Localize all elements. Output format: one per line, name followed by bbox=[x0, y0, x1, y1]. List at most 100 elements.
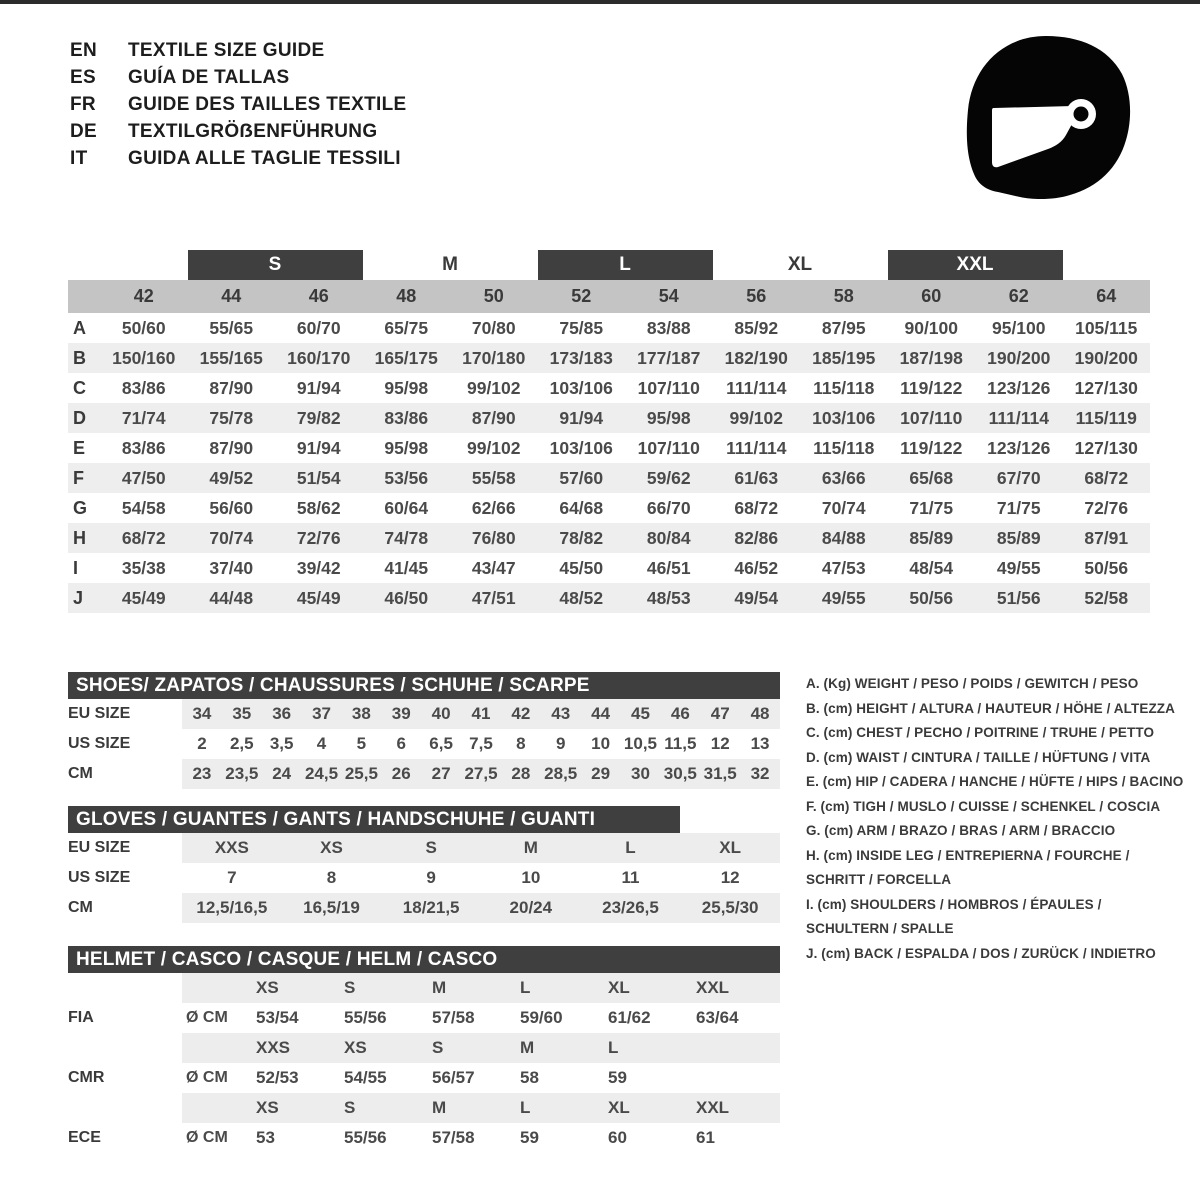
title-line: IT GUIDA ALLE TAGLIE TESSILI bbox=[70, 148, 406, 175]
table-cell: 115/119 bbox=[1075, 407, 1137, 428]
legend-item: J. (cm) BACK / ESPALDA / DOS / ZURÜCK / … bbox=[806, 945, 1156, 961]
shoes-cell: 28,5 bbox=[544, 764, 578, 783]
helmet-row-band: Ø CM 52/53 54/55 56/57 58 59 bbox=[182, 1063, 780, 1093]
gloves-cell: 11 bbox=[621, 868, 640, 887]
helmet-cell: L bbox=[520, 1098, 531, 1117]
shoes-cell: 4 bbox=[316, 734, 327, 753]
helmet-row: FIA Ø CM 53/54 55/56 57/58 59/60 61/62 63/64 bbox=[68, 1003, 780, 1033]
shoes-row-band: 23 23,5 24 24,5 25,5 26 27 27,5 28 28,5 29 30 30,5 31… bbox=[182, 759, 780, 789]
shoes-cell: 25,5 bbox=[344, 764, 378, 783]
row-label: I bbox=[73, 557, 79, 578]
helmet-row-band: XS S M L XL XXL bbox=[182, 1093, 780, 1123]
helmet-cell: M bbox=[432, 978, 447, 997]
helmet-cell: L bbox=[520, 978, 531, 997]
table-cell: 71/75 bbox=[909, 497, 954, 518]
helmet-cell: 57/58 bbox=[432, 1128, 475, 1147]
language-code: IT bbox=[70, 148, 88, 169]
table-cell: 119/122 bbox=[900, 377, 963, 398]
helmet-cell: 54/55 bbox=[344, 1068, 387, 1087]
helmet-table-body: XS S M L XL XXL FIA Ø CM 53/54 55/56 57/58 59/60 61/… bbox=[68, 973, 780, 1153]
shoes-cell: 2 bbox=[197, 734, 207, 753]
table-row: H 68/72 70/74 72/76 74/78 76/80 78/82 80/84 82/8… bbox=[68, 523, 1150, 553]
table-cell: 61/63 bbox=[734, 467, 779, 488]
shoes-cell: 34 bbox=[192, 704, 212, 723]
helmet-cell: 56/57 bbox=[432, 1068, 475, 1087]
gloves-row-band: 7 8 9 10 11 12 bbox=[182, 863, 780, 893]
helmet-row-band: XXS XS S M L bbox=[182, 1033, 780, 1063]
table-cell: 173/183 bbox=[549, 347, 613, 368]
shoes-cell: 47 bbox=[710, 704, 730, 723]
table-cell: 95/100 bbox=[991, 317, 1046, 338]
table-cell: 85/89 bbox=[909, 527, 954, 548]
table-cell: 41/45 bbox=[384, 557, 429, 578]
table-cell: 51/56 bbox=[996, 587, 1041, 608]
helmet-row: XXS XS S M L bbox=[68, 1033, 780, 1063]
table-cell: 47/50 bbox=[121, 467, 166, 488]
table-cell: 82/86 bbox=[734, 527, 779, 548]
table-cell: 71/75 bbox=[996, 497, 1041, 518]
gloves-row-band: XXS XS S M L XL bbox=[182, 833, 780, 863]
helmet-cell: 55/56 bbox=[344, 1008, 387, 1027]
row-label: G bbox=[73, 497, 88, 518]
gloves-cell: 8 bbox=[326, 868, 337, 887]
legend-item: D. (cm) WAIST / CINTURA / TAILLE / HÜFTU… bbox=[806, 749, 1151, 765]
table-cell: 177/187 bbox=[637, 347, 701, 368]
table-cell: 99/102 bbox=[466, 377, 521, 398]
table-cell: 52/58 bbox=[1084, 587, 1129, 608]
table-cell: 87/95 bbox=[821, 317, 866, 338]
helmet-cell: XXL bbox=[696, 1098, 730, 1117]
shoes-row-label: EU SIZE bbox=[68, 705, 131, 722]
table-cell: 115/118 bbox=[813, 377, 875, 398]
helmet-cell: 61/62 bbox=[608, 1008, 651, 1027]
table-cell: 99/102 bbox=[729, 407, 784, 428]
column-header: 44 bbox=[221, 286, 242, 306]
shoes-cell: 28 bbox=[511, 764, 531, 783]
table-cell: 83/86 bbox=[384, 407, 429, 428]
table-cell: 85/89 bbox=[996, 527, 1041, 548]
table-cell: 71/74 bbox=[121, 407, 166, 428]
helmet-cell: XXL bbox=[696, 978, 730, 997]
column-header: 54 bbox=[658, 286, 679, 306]
table-cell: 56/60 bbox=[209, 497, 254, 518]
table-cell: 65/75 bbox=[384, 317, 429, 338]
shoes-cell: 48 bbox=[750, 704, 770, 723]
table-cell: 48/54 bbox=[909, 557, 954, 578]
helmet-cell: M bbox=[520, 1038, 535, 1057]
table-row: D 71/74 75/78 79/82 83/86 87/90 91/94 95/98 99/1… bbox=[68, 403, 1150, 433]
shoes-row-band: 2 2,5 3,5 4 5 6 6,5 7,5 8 9 10 10,5 11,5 12 13 bbox=[182, 729, 780, 759]
table-cell: 119/122 bbox=[900, 437, 963, 458]
language-code: FR bbox=[70, 94, 96, 115]
column-header: 56 bbox=[746, 286, 767, 306]
table-cell: 95/98 bbox=[384, 437, 429, 458]
shoes-cell: 6 bbox=[396, 734, 406, 753]
row-label: E bbox=[73, 437, 86, 458]
shoes-cell: 3,5 bbox=[269, 734, 294, 753]
table-cell: 90/100 bbox=[904, 317, 959, 338]
shoes-cell: 35 bbox=[232, 704, 252, 723]
helmet-row: XS S M L XL XXL bbox=[68, 973, 780, 1003]
shoes-cell: 24,5 bbox=[304, 764, 339, 783]
legend-item: H. (cm) INSIDE LEG / ENTREPIERNA / FOURC… bbox=[806, 847, 1130, 863]
table-cell: 83/88 bbox=[646, 317, 691, 338]
table-cell: 46/52 bbox=[734, 557, 779, 578]
table-cell: 150/160 bbox=[112, 347, 176, 368]
helmet-row: XS S M L XL XXL bbox=[68, 1093, 780, 1123]
helmet-cell: 53 bbox=[256, 1128, 275, 1147]
table-cell: 49/55 bbox=[996, 557, 1041, 578]
shoes-cell: 41 bbox=[471, 704, 491, 723]
table-cell: 103/106 bbox=[549, 377, 613, 398]
table-cell: 50/56 bbox=[909, 587, 954, 608]
helmet-cell: 55/56 bbox=[344, 1128, 387, 1147]
title-line: EN TEXTILE SIZE GUIDE bbox=[70, 40, 406, 67]
racing-helmet-icon bbox=[950, 32, 1140, 207]
language-title: TEXTILGRÖẞENFÜHRUNG bbox=[128, 121, 378, 142]
shoes-cell: 44 bbox=[591, 704, 611, 723]
table-cell: 87/90 bbox=[471, 407, 516, 428]
table-cell: 68/72 bbox=[734, 497, 779, 518]
shoes-cell: 24 bbox=[272, 764, 292, 783]
gloves-cell: M bbox=[523, 838, 538, 857]
table-cell: 76/80 bbox=[471, 527, 516, 548]
shoes-row: US SIZE 2 2,5 3,5 4 5 6 6,5 7,5 8 9 10 10,5 11,5 12 13 bbox=[68, 729, 780, 759]
gloves-cell: XS bbox=[320, 838, 343, 857]
gloves-table-body: EU SIZE XXS XS S M L XL US SIZE 7 8 9 10 11 12 CM 12,5/… bbox=[68, 833, 780, 923]
